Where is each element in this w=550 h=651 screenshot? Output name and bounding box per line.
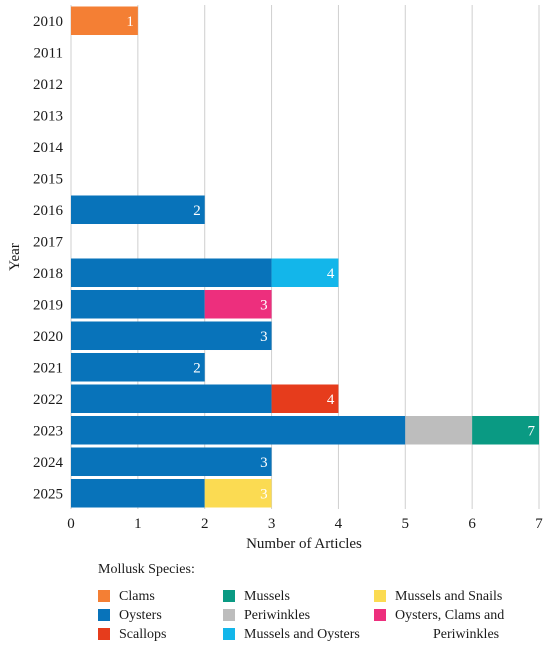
y-tick-label-2015: 2015	[33, 171, 63, 187]
bar-2024-oysters	[71, 447, 272, 477]
y-tick-label-2010: 2010	[33, 14, 63, 30]
grid-lines	[70, 5, 540, 509]
data-label-2025: 3	[260, 486, 268, 502]
data-labels: 1 2 4 3 3 2 4 7 3 3	[126, 14, 535, 503]
bar-2019-oysters	[71, 289, 205, 319]
data-label-2019: 3	[260, 297, 268, 313]
bar-2025-mussels-and-snails	[204, 478, 272, 508]
bar-2018-mussels-and-oysters	[271, 258, 339, 288]
bar-2023-periwinkles	[405, 415, 473, 445]
legend-swatch-scallops	[98, 628, 110, 640]
legend-label-oysters-clams-and-line2: Periwinkles	[433, 627, 499, 642]
legend-label-scallops: Scallops	[119, 627, 166, 642]
x-axis-title: Number of Articles	[246, 536, 362, 552]
legend-swatch-oysters	[98, 609, 110, 621]
bars	[71, 6, 539, 508]
y-tick-label-2020: 2020	[33, 329, 63, 345]
data-label-2010: 1	[126, 14, 134, 30]
bar-2025-oysters	[71, 478, 205, 508]
data-label-2023: 7	[528, 423, 536, 439]
x-tick-label-6: 6	[468, 516, 476, 532]
y-tick-label-2017: 2017	[33, 234, 64, 250]
y-axis-title: Year	[7, 243, 23, 271]
y-tick-label-2014: 2014	[33, 140, 64, 156]
legend-swatch-mussels-and-snails	[374, 590, 386, 602]
legend-swatch-mussels	[223, 590, 235, 602]
y-tick-labels: 2010 2011 2012 2013 2014 2015 2016 2017 2018 2019…	[33, 14, 64, 503]
bar-2010-clams	[71, 6, 138, 36]
bar-2021-oysters	[71, 352, 205, 382]
bar-2022-oysters	[71, 384, 272, 414]
y-tick-label-2012: 2012	[33, 77, 63, 93]
data-label-2021: 2	[193, 360, 201, 376]
bar-2020-oysters	[71, 321, 272, 351]
data-label-2020: 3	[260, 329, 268, 345]
bar-2022-scallops	[271, 384, 339, 414]
legend: Mollusk Species: Clams Oysters Scallops Mus…	[98, 562, 504, 642]
data-label-2018: 4	[327, 266, 335, 282]
x-tick-label-5: 5	[402, 516, 410, 532]
x-tick-label-3: 3	[268, 516, 276, 532]
bar-2023-oysters	[71, 415, 406, 445]
y-tick-label-2024: 2024	[33, 455, 64, 471]
x-tick-label-2: 2	[201, 516, 209, 532]
x-tick-label-1: 1	[134, 516, 142, 532]
x-tick-label-0: 0	[67, 516, 75, 532]
y-tick-label-2013: 2013	[33, 108, 63, 124]
y-tick-label-2023: 2023	[33, 423, 63, 439]
data-label-2022: 4	[327, 392, 335, 408]
legend-swatch-clams	[98, 590, 110, 602]
legend-swatch-mussels-and-oysters	[223, 628, 235, 640]
x-tick-labels: 0 1 2 3 4 5 6 7	[67, 516, 543, 532]
y-tick-label-2016: 2016	[33, 203, 64, 219]
y-tick-label-2025: 2025	[33, 486, 63, 502]
x-tick-label-4: 4	[335, 516, 343, 532]
y-tick-label-2021: 2021	[33, 360, 63, 376]
bar-2019-oysters-clams-and-periwinkles	[204, 289, 272, 319]
y-tick-label-2011: 2011	[34, 45, 63, 61]
y-tick-label-2022: 2022	[33, 392, 63, 408]
legend-label-clams: Clams	[119, 589, 155, 604]
legend-label-mussels: Mussels	[244, 589, 290, 604]
x-tick-label-7: 7	[535, 516, 543, 532]
y-tick-label-2018: 2018	[33, 266, 63, 282]
bar-2018-oysters	[71, 258, 272, 288]
bar-2023-mussels	[472, 415, 539, 445]
legend-swatch-oysters-clams-and	[374, 609, 386, 621]
data-label-2024: 3	[260, 455, 268, 471]
legend-title: Mollusk Species:	[98, 562, 195, 577]
data-label-2016: 2	[193, 203, 201, 219]
legend-label-mussels-and-snails: Mussels and Snails	[395, 589, 502, 604]
legend-swatch-periwinkles	[223, 609, 235, 621]
bar-2016-oysters	[71, 195, 205, 225]
legend-label-mussels-and-oysters: Mussels and Oysters	[244, 627, 360, 642]
y-tick-label-2019: 2019	[33, 297, 63, 313]
legend-label-periwinkles: Periwinkles	[244, 608, 310, 623]
legend-label-oysters: Oysters	[119, 608, 162, 623]
legend-label-oysters-clams-and: Oysters, Clams and	[395, 608, 504, 623]
